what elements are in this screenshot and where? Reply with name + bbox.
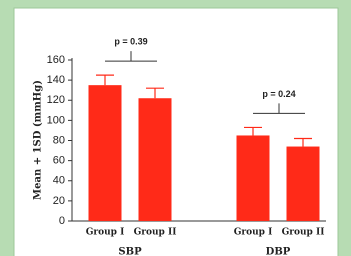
y-tick-label: 80: [53, 134, 65, 146]
y-tick-label: 140: [47, 74, 65, 86]
bar: [236, 135, 270, 221]
bar: [88, 85, 122, 221]
category-label: DBP: [266, 247, 291, 256]
bar-label: Group I: [86, 228, 125, 238]
y-tick-label: 40: [53, 175, 65, 187]
y-axis-label: Mean + 1SD (mmHg): [33, 80, 44, 200]
y-tick-label: 160: [47, 54, 65, 66]
y-tick-label: 0: [59, 215, 65, 227]
bar-label: Group II: [282, 228, 325, 238]
panel: [13, 7, 339, 256]
y-tick-label: 100: [47, 114, 65, 126]
bar-label: Group II: [134, 228, 177, 238]
p-value: p = 0.39: [114, 36, 147, 46]
bar: [138, 98, 172, 221]
p-value: p = 0.24: [262, 89, 295, 99]
category-label: SBP: [118, 247, 142, 256]
y-tick-label: 20: [53, 195, 65, 207]
bar-label: Group I: [234, 228, 273, 238]
y-tick-label: 60: [53, 155, 65, 167]
y-tick-label: 120: [47, 94, 65, 106]
bar: [286, 146, 320, 221]
